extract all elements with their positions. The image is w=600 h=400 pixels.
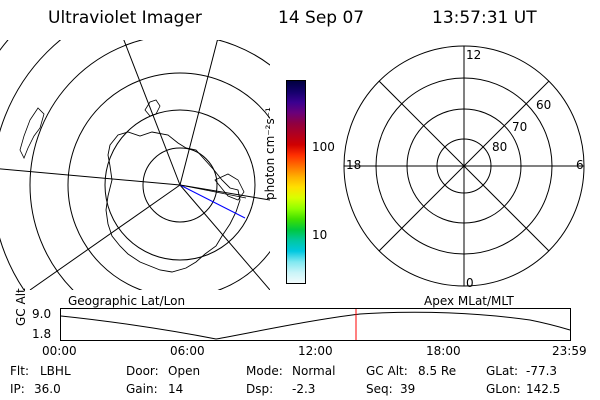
mlt-label-6: 6 [576,158,584,172]
timeline-ymax-label: 9.0 [32,307,52,321]
glat-label: GLat: [486,364,519,378]
magnetic-polar-plot [343,45,585,287]
filter-label: Flt: [10,364,29,378]
mlt-label-18: 18 [346,158,362,172]
mode-label: Mode: [246,364,283,378]
ip-value: 36.0 [34,382,61,396]
altitude-timeline [60,308,571,341]
time-tick-0600: 06:00 [170,344,205,358]
color-scale-label: photon cm⁻²s⁻¹ [263,107,277,200]
geographic-map [0,40,270,290]
gain-value: 14 [168,382,184,396]
filter-value: LBHL [40,364,71,378]
seq-value: 39 [400,382,416,396]
door-value: Open [168,364,201,378]
image-date: 14 Sep 07 [278,8,365,28]
mlat-label-60: 60 [536,98,552,112]
color-scale-tick-100: 100 [312,140,335,154]
seq-label: Seq: [366,382,393,396]
time-tick-1200: 12:00 [298,344,333,358]
color-scale-tick-10: 10 [312,228,328,242]
mlt-label-0: 0 [466,276,474,290]
geographic-coords-label: Geographic Lat/Lon [68,294,186,308]
mlat-label-80: 80 [492,140,508,154]
glat-value: -77.3 [526,364,558,378]
time-tick-1800: 18:00 [426,344,461,358]
altitude-curve [60,311,571,340]
image-time: 13:57:31 UT [432,8,537,28]
mlt-label-12: 12 [466,48,482,62]
instrument-title: Ultraviolet Imager [48,8,202,28]
gain-label: Gain: [126,382,158,396]
color-scale-bar [286,80,306,284]
apex-coords-label: Apex MLat/MLT [424,294,514,308]
dsp-label: Dsp: [246,382,274,396]
glon-value: 142.5 [526,382,561,396]
dsp-value: -2.3 [292,382,316,396]
timeline-frame [60,308,571,341]
ip-label: IP: [10,382,25,396]
time-tick-0000: 00:00 [42,344,77,358]
time-tick-2359: 23:59 [552,344,587,358]
gc-alt-label: GC Alt: [366,364,408,378]
timeline-axis-label: GC Alt [14,288,28,326]
mode-value: Normal [292,364,336,378]
mlat-label-70: 70 [512,120,528,134]
glon-label: GLon: [486,382,521,396]
door-label: Door: [126,364,159,378]
gc-alt-value: 8.5 Re [418,364,457,378]
color-scale-gradient [287,81,305,283]
timeline-ymin-label: 1.8 [32,327,52,341]
